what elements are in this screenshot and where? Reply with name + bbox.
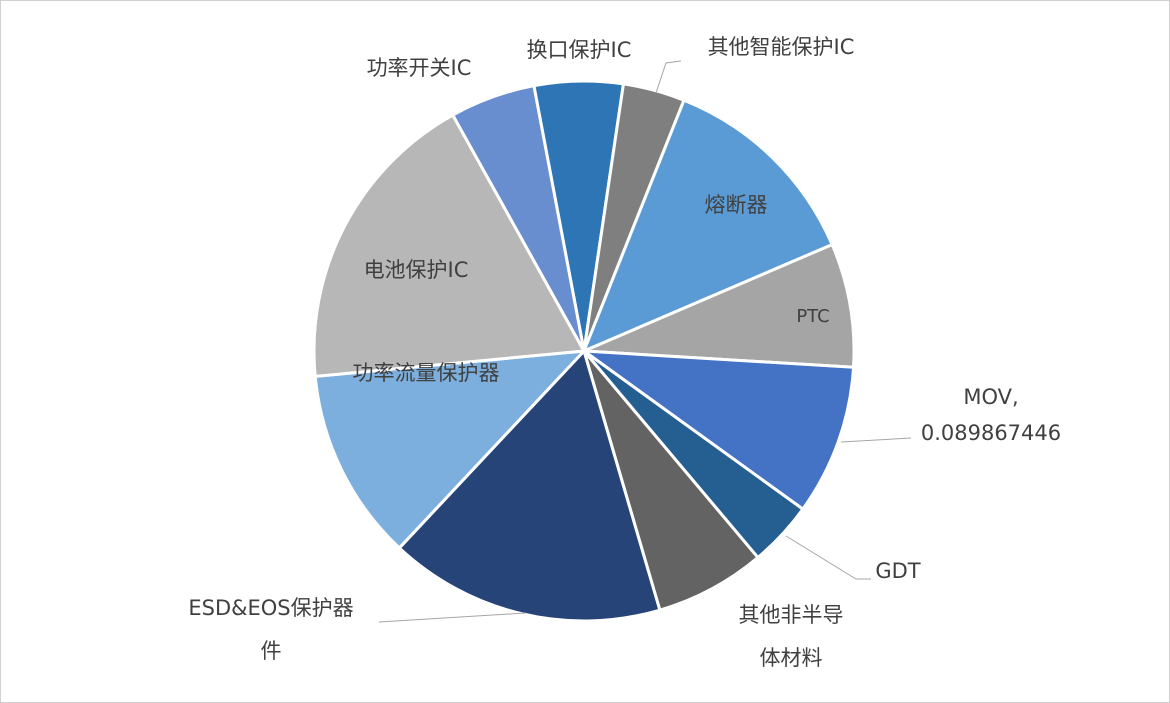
- leader-line: [378, 612, 527, 623]
- label-line: 体材料: [760, 646, 823, 670]
- slice-label: MOV,: [963, 385, 1018, 409]
- label-line: PTC: [796, 306, 829, 327]
- slice-label: 功率流量保护器: [353, 361, 500, 385]
- pie-slice: [583, 242, 856, 369]
- slice-label: GDT: [875, 559, 920, 583]
- leader-line: [655, 60, 682, 94]
- leader-line: [840, 437, 912, 443]
- slice-label: 其他智能保护IC: [708, 35, 855, 59]
- pie-slice: [312, 112, 587, 379]
- label-line: 其他智能保护IC: [708, 35, 855, 59]
- slice-label: 其他非半导体材料: [739, 603, 844, 670]
- slice-label: 功率开关IC: [367, 56, 472, 80]
- pie-slice: [313, 349, 588, 551]
- label-separator: ,: [1012, 385, 1019, 409]
- leader-line: [785, 535, 871, 580]
- label-line: 件: [261, 639, 282, 663]
- slice-label: ESD&EOS保护器件: [188, 596, 353, 663]
- pie-slice: [582, 350, 761, 612]
- label-line: 功率开关IC: [367, 56, 472, 80]
- slice-label: 电池保护IC: [364, 258, 469, 282]
- slice-label: 换口保护IC: [527, 38, 632, 62]
- value-label: 0.089867446: [921, 421, 1061, 445]
- pie-slice: [578, 349, 856, 512]
- label-line: 其他非半导: [739, 603, 844, 627]
- label-line: MOV: [963, 385, 1012, 409]
- label-line: 电池保护IC: [364, 258, 469, 282]
- pie-slice: [581, 98, 835, 354]
- label-line: 功率流量保护器: [353, 361, 500, 385]
- slice-label: 熔断器: [705, 193, 768, 217]
- label-line: GDT: [875, 559, 920, 583]
- label-line: 熔断器: [705, 193, 768, 217]
- label-line: 换口保护IC: [527, 38, 632, 62]
- pie-slice: [450, 83, 586, 352]
- slice-label: PTC: [796, 306, 829, 327]
- label-line: ESD&EOS保护器: [188, 596, 353, 620]
